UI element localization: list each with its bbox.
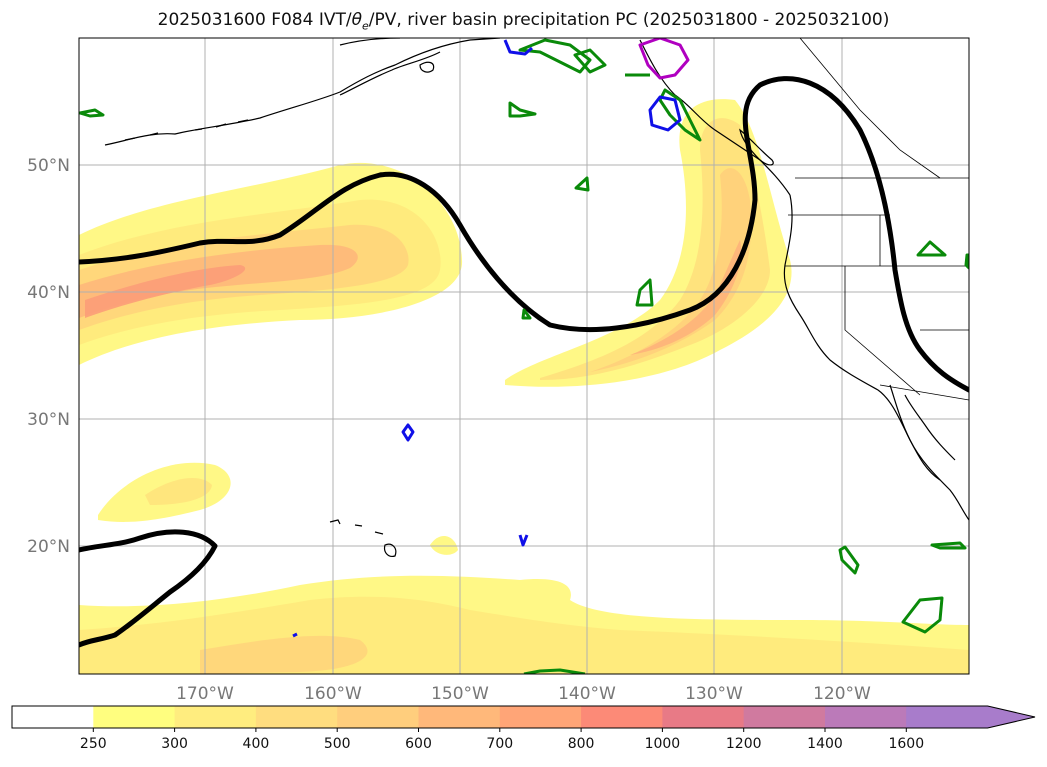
- colorbar-segment: [662, 706, 745, 728]
- colorbar-tick-label: 250: [80, 736, 107, 752]
- ivt-filled-contours: [79, 99, 969, 674]
- ivt-band-400-east: [590, 168, 752, 372]
- lon-label: 170°W: [176, 684, 234, 704]
- lat-label: 50°N: [27, 156, 70, 176]
- precip-contour-blue: [503, 39, 533, 56]
- colorbar-segment: [743, 706, 826, 728]
- state-border-ca-nv: [844, 266, 921, 396]
- colorbar-tick-label: 1400: [807, 736, 843, 752]
- lon-label: 150°W: [431, 684, 489, 704]
- precip-contour-green: [79, 108, 105, 118]
- lon-label: 120°W: [813, 684, 871, 704]
- colorbar-tick-label: 1200: [726, 736, 762, 752]
- colorbar-segment: [12, 706, 94, 728]
- colorbar-tick-label: 1600: [888, 736, 924, 752]
- ivt-band-300-sw: [145, 477, 212, 505]
- ivt-band-400-south: [200, 635, 368, 674]
- colorbar-segment: [337, 706, 419, 728]
- colorbar-tick-label: 300: [161, 736, 188, 752]
- precip-contour-green: [930, 541, 967, 550]
- us-west-coast: [783, 194, 969, 521]
- precip-contour-green: [658, 88, 702, 142]
- colorbar-segment: [825, 706, 907, 728]
- precip-contour-blue: [648, 95, 682, 132]
- kodiak: [419, 61, 435, 73]
- colorbar-extend-arrow: [906, 706, 1035, 728]
- precip-contours: [79, 38, 969, 674]
- precip-contour-blue: [401, 423, 415, 442]
- colorbar-segment: [499, 706, 582, 728]
- colorbar-tick-label: 400: [243, 736, 270, 752]
- colorbar-tick-label: 500: [324, 736, 351, 752]
- colorbar-tick-label: 700: [486, 736, 513, 752]
- precip-contour-green: [521, 308, 532, 320]
- alaska-interior-coast: [339, 38, 401, 46]
- colorbar-segment: [174, 706, 257, 728]
- colorbar-tick-label: 1000: [645, 736, 681, 752]
- precip-contour-green: [901, 596, 944, 634]
- pv-contours: [79, 76, 969, 648]
- precip-contour-green: [574, 176, 590, 192]
- ivt-band-250-mid: [430, 535, 458, 555]
- colorbar-outline: [11, 705, 1036, 729]
- lat-label: 20°N: [27, 537, 70, 557]
- map-frame: [78, 37, 970, 675]
- pv-contour-north: [79, 76, 969, 393]
- latitude-labels: 50°N 40°N 30°N 20°N: [27, 156, 70, 557]
- precip-contour-green: [523, 668, 586, 674]
- precip-contour-green: [573, 48, 607, 74]
- precip-contour-blue: [292, 632, 298, 638]
- alaska-coast: [104, 38, 501, 146]
- map-title: 2025031600 F084 IVT/θe/PV, river basin p…: [157, 10, 890, 33]
- precip-contour-green: [508, 101, 537, 118]
- us-mexico-border: [879, 384, 969, 401]
- precip-contour-magenta: [638, 38, 690, 80]
- aleutians: [124, 119, 249, 141]
- graticule: [79, 38, 969, 674]
- pv-contour-south: [79, 529, 218, 648]
- colorbar-tick-label: 600: [405, 736, 432, 752]
- lon-label: 140°W: [558, 684, 616, 704]
- precip-contour-green: [838, 545, 860, 575]
- longitude-labels: 170°W 160°W 150°W 140°W 130°W 120°W: [176, 684, 871, 704]
- coastlines: [104, 38, 969, 557]
- hawaii: [329, 519, 397, 557]
- colorbar-segment: [581, 706, 663, 728]
- lat-label: 40°N: [27, 283, 70, 303]
- precip-contour-green: [518, 38, 592, 74]
- baja: [889, 384, 956, 481]
- precip-contour-blue: [518, 534, 529, 547]
- precip-contour-green: [635, 278, 654, 307]
- colorbar: 250 300 400 500 600 700 800 1000 1200 1400 1600: [11, 705, 1036, 752]
- alaska-peninsula: [339, 51, 441, 96]
- precip-contour-green: [964, 253, 969, 270]
- political-borders: [785, 38, 969, 401]
- lon-label: 130°W: [685, 684, 743, 704]
- lon-label: 160°W: [304, 684, 362, 704]
- colorbar-segment: [93, 706, 176, 728]
- ivt-band-500-east: [630, 240, 742, 355]
- precip-contour-green: [916, 240, 947, 257]
- colorbar-tick-label: 800: [568, 736, 595, 752]
- colorbar-segment: [418, 706, 501, 728]
- canada-interior-border: [799, 38, 941, 179]
- lat-label: 30°N: [27, 410, 70, 430]
- colorbar-segment: [255, 706, 338, 728]
- map-area: [79, 38, 969, 674]
